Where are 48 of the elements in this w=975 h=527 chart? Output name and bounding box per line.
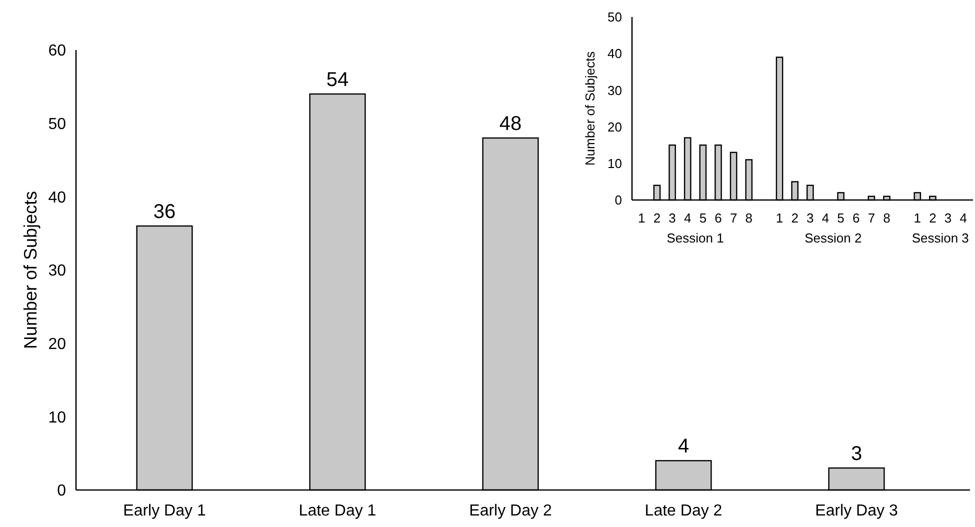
x-tick-label: 6 bbox=[714, 210, 722, 226]
x-tick-label: 8 bbox=[883, 210, 890, 226]
x-tick-label: 5 bbox=[699, 210, 707, 226]
y-tick-label: 40 bbox=[48, 189, 66, 206]
x-tick-label: 6 bbox=[852, 210, 860, 226]
data-label: 3 bbox=[850, 443, 862, 465]
y-tick-label: 10 bbox=[48, 409, 66, 426]
x-tick-label: 2 bbox=[791, 210, 798, 226]
x-tick-label: 2 bbox=[653, 210, 661, 226]
x-tick-label: Early Day 1 bbox=[123, 502, 206, 520]
x-tick-label: 8 bbox=[745, 210, 753, 226]
x-tick-label: 7 bbox=[868, 210, 876, 226]
y-tick-label: 60 bbox=[48, 42, 66, 60]
x-tick-label: Late Day 1 bbox=[298, 502, 376, 520]
y-tick-label: 50 bbox=[608, 10, 622, 25]
x-tick-label: 4 bbox=[822, 210, 830, 226]
x-tick-label: 1 bbox=[776, 210, 784, 226]
y-tick-label: 0 bbox=[57, 482, 66, 500]
x-tick-label: 1 bbox=[638, 210, 646, 226]
data-label: 4 bbox=[678, 436, 690, 458]
y-tick-label: 0 bbox=[614, 192, 622, 208]
y-tick-label: 30 bbox=[608, 82, 622, 98]
y-tick-label: 40 bbox=[608, 46, 622, 62]
y-tick-label: 20 bbox=[608, 119, 622, 134]
y-tick-label: 20 bbox=[48, 336, 66, 353]
data-label: 36 bbox=[153, 201, 176, 223]
annotation: Session 2 bbox=[804, 230, 862, 246]
y-tick-label: 50 bbox=[48, 116, 66, 133]
x-tick-label: 1 bbox=[914, 210, 922, 226]
x-tick-label: 4 bbox=[684, 210, 692, 226]
y-tick-label: 30 bbox=[48, 262, 66, 280]
x-tick-label: Early Day 3 bbox=[815, 502, 898, 520]
x-tick-label: 3 bbox=[806, 210, 814, 226]
x-tick-label: 3 bbox=[668, 210, 676, 226]
annotation: Session 3 bbox=[912, 230, 969, 246]
x-tick-label: 2 bbox=[929, 210, 936, 226]
x-tick-label: Early Day 2 bbox=[469, 502, 552, 520]
x-tick-label: 3 bbox=[944, 210, 952, 226]
x-tick-label: 7 bbox=[730, 210, 738, 226]
annotation: Session 1 bbox=[666, 230, 724, 246]
x-tick-label: 4 bbox=[960, 210, 967, 226]
y-axis-title: Number of Subjects bbox=[582, 50, 598, 166]
data-label: 54 bbox=[326, 69, 349, 91]
y-axis-title: Number of Subjects bbox=[20, 190, 40, 350]
y-tick-label: 10 bbox=[608, 156, 622, 171]
data-label: 48 bbox=[499, 113, 522, 135]
x-tick-label: 5 bbox=[837, 210, 844, 226]
x-tick-label: Late Day 2 bbox=[644, 502, 722, 520]
